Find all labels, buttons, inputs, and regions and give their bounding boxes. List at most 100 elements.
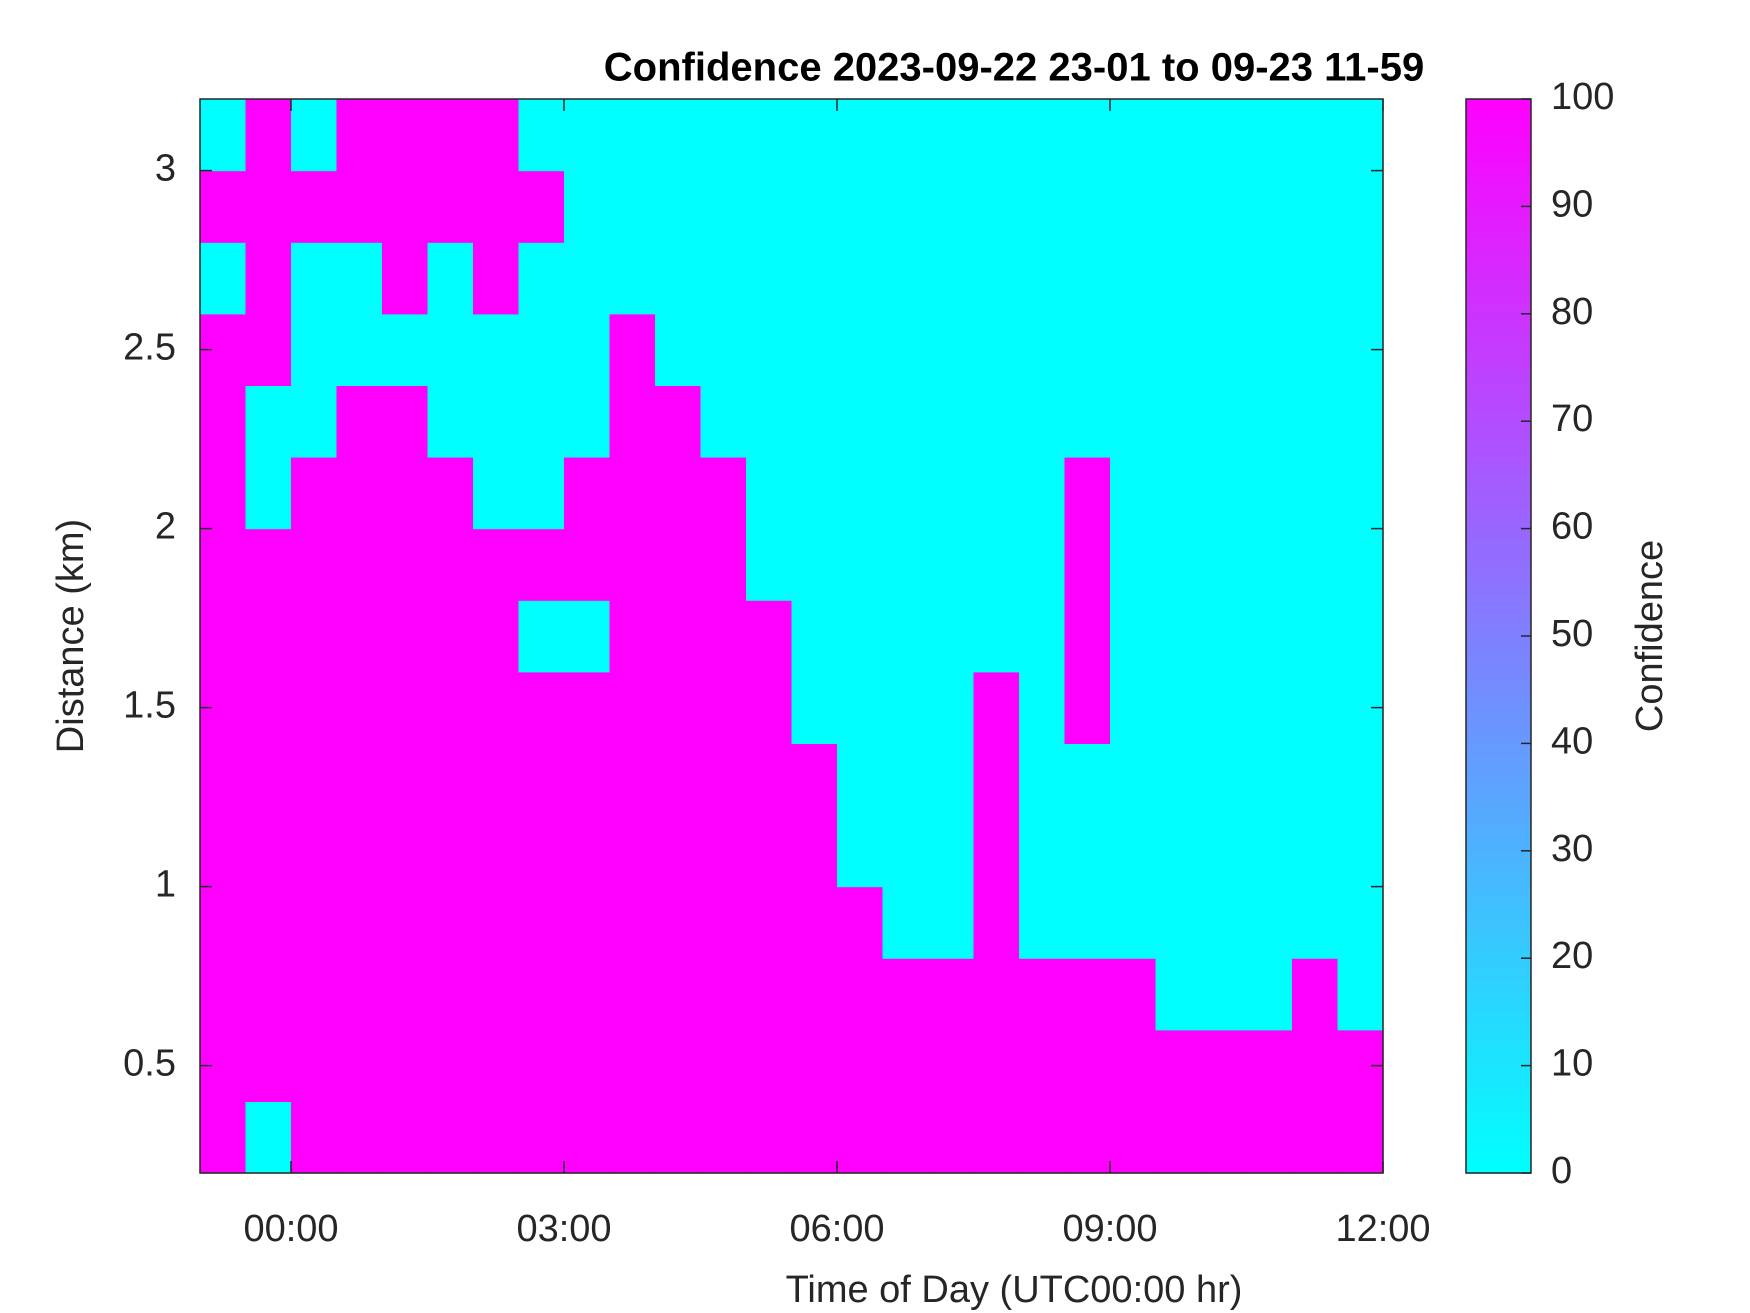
colorbar-swatch [1466, 990, 1531, 1002]
colorbar-swatch [1466, 1011, 1531, 1024]
colorbar-swatch [1466, 636, 1531, 648]
colorbar-swatch [1466, 206, 1531, 218]
colorbar-swatch [1466, 625, 1531, 637]
heat-cell [1292, 743, 1339, 816]
y-tick-label: 1 [155, 864, 176, 906]
heat-cell [564, 528, 611, 601]
heat-cell [382, 99, 429, 172]
heat-cell [837, 313, 884, 386]
heat-cell [427, 1029, 474, 1102]
heat-cell [609, 886, 656, 959]
colorbar-swatch [1466, 120, 1531, 133]
heat-cell [518, 743, 565, 816]
heat-cell [1292, 671, 1339, 744]
heat-cell [1064, 99, 1111, 172]
heat-cell [291, 528, 338, 601]
heat-cell [1110, 671, 1157, 744]
heat-cell [1019, 743, 1066, 816]
heat-cell [1110, 99, 1157, 172]
heat-cell [564, 600, 611, 673]
heat-cell [564, 385, 611, 458]
colorbar-swatch [1466, 1054, 1531, 1067]
heat-cell [427, 671, 474, 744]
heat-cell [291, 313, 338, 386]
heat-cell [291, 886, 338, 959]
x-axis-label: Time of Day (UTC00:00 hr) [786, 1269, 1243, 1311]
heat-cell [1292, 385, 1339, 458]
heat-cell [1201, 886, 1248, 959]
heat-cell [427, 99, 474, 172]
heat-cell [1292, 886, 1339, 959]
colorbar-swatch [1466, 872, 1531, 884]
heat-cell [1064, 385, 1111, 458]
heat-cell [882, 242, 929, 315]
heat-cell [1201, 242, 1248, 315]
heat-cell [382, 743, 429, 816]
heat-cell [928, 671, 975, 744]
heat-cell [791, 528, 838, 601]
heat-cell [336, 457, 383, 530]
heat-cell [1019, 671, 1066, 744]
heat-cell [700, 457, 747, 530]
heat-cell [609, 600, 656, 673]
heat-cell [564, 99, 611, 172]
heat-cell [518, 671, 565, 744]
heat-cell [1110, 170, 1157, 243]
heat-cell [1201, 170, 1248, 243]
colorbar-swatch [1466, 517, 1531, 530]
heat-cell [245, 886, 292, 959]
heat-cell [973, 815, 1020, 888]
colorbar-swatch [1466, 474, 1531, 487]
colorbar-swatch [1466, 388, 1531, 401]
heat-cell [564, 743, 611, 816]
heat-cell [837, 170, 884, 243]
colorbar-swatch [1466, 883, 1531, 895]
heat-cell [609, 743, 656, 816]
heat-cell [1246, 886, 1293, 959]
heat-cell [473, 99, 520, 172]
colorbar-swatch [1466, 947, 1531, 959]
heat-cell [700, 600, 747, 673]
heat-cell [928, 958, 975, 1031]
colorbar-swatch [1466, 936, 1531, 949]
heat-cell [336, 1029, 383, 1102]
heat-cell [746, 313, 793, 386]
heat-cell [1064, 743, 1111, 816]
heat-cell [746, 886, 793, 959]
heat-cell [973, 242, 1020, 315]
heat-cell [473, 170, 520, 243]
heat-cell [882, 671, 929, 744]
heat-cell [245, 815, 292, 888]
heat-cell [1064, 815, 1111, 888]
heat-cell [564, 313, 611, 386]
heat-cell [837, 99, 884, 172]
colorbar-swatch [1466, 968, 1531, 981]
heat-cell [518, 313, 565, 386]
heat-cell [791, 242, 838, 315]
heat-cell [973, 385, 1020, 458]
colorbar-swatch [1466, 1119, 1531, 1131]
heat-cell [1201, 1101, 1248, 1174]
heat-cell [1292, 1101, 1339, 1174]
heat-cell [700, 886, 747, 959]
heat-cell [1337, 886, 1384, 959]
heat-cell [928, 528, 975, 601]
heat-cell [1064, 958, 1111, 1031]
heat-cell [518, 600, 565, 673]
y-tick-label: 1.5 [123, 685, 176, 727]
colorbar-swatch [1466, 1140, 1531, 1153]
heat-cell [564, 457, 611, 530]
heat-cell [837, 958, 884, 1031]
heat-cell [336, 886, 383, 959]
heat-cell [245, 242, 292, 315]
y-tick-label: 2 [155, 506, 176, 548]
colorbar-tick-label: 70 [1551, 398, 1593, 440]
heat-cell [1019, 815, 1066, 888]
heat-cell [473, 886, 520, 959]
colorbar-swatch [1466, 979, 1531, 992]
heat-cell [1155, 1029, 1202, 1102]
colorbar-swatch [1466, 711, 1531, 723]
heat-cell [1201, 815, 1248, 888]
colorbar-tick-label: 0 [1551, 1150, 1572, 1192]
heat-cell [837, 815, 884, 888]
